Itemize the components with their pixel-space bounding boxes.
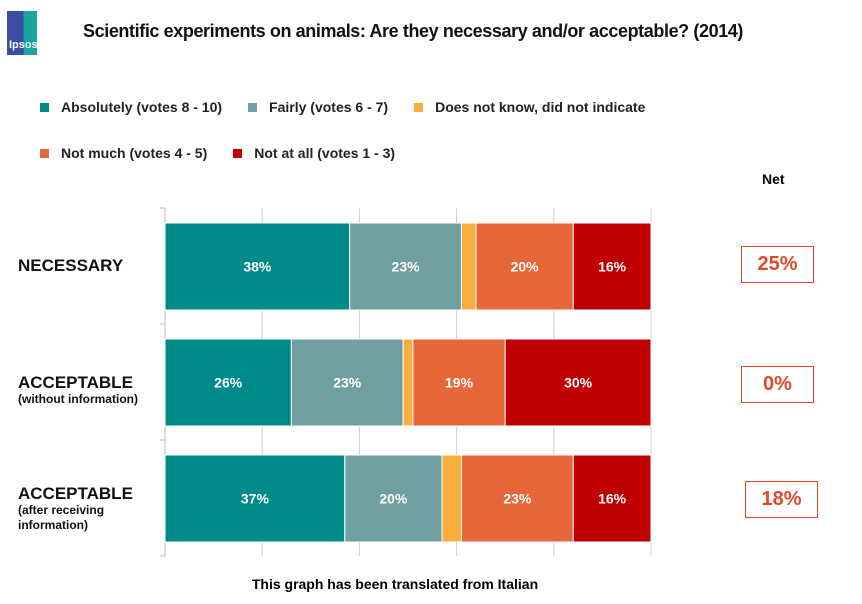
legend-item-fairly: Fairly (votes 6 - 7) bbox=[248, 99, 388, 115]
footnote: This graph has been translated from Ital… bbox=[251, 576, 539, 592]
bar-segment bbox=[290, 338, 404, 427]
bar-data-label: 16% bbox=[598, 259, 627, 275]
legend-swatch bbox=[40, 102, 49, 112]
net-value-necessary: 25% bbox=[741, 246, 814, 283]
bar-segment bbox=[164, 222, 351, 311]
legend-item-absolutely: Absolutely (votes 8 - 10) bbox=[40, 99, 222, 115]
bar-data-label: 37% bbox=[241, 491, 270, 507]
net-value-acceptable-after-info: 18% bbox=[745, 481, 818, 518]
bar-data-label: 26% bbox=[214, 375, 243, 391]
legend-swatch bbox=[233, 148, 243, 158]
bar-segment bbox=[164, 338, 292, 427]
row-label-necessary: NECESSARY bbox=[18, 256, 124, 275]
bar-data-label: 20% bbox=[379, 491, 408, 507]
bar-data-label: 23% bbox=[503, 491, 532, 507]
legend-row-2: Not much (votes 4 - 5) Not at all (votes… bbox=[40, 145, 395, 161]
bar-segment bbox=[412, 338, 506, 427]
legend-item-not-much: Not much (votes 4 - 5) bbox=[40, 145, 207, 161]
legend-row-1: Absolutely (votes 8 - 10) Fairly (votes … bbox=[40, 99, 645, 115]
bar-data-label: 23% bbox=[333, 375, 362, 391]
legend-item-dont-know: Does not know, did not indicate bbox=[414, 99, 645, 115]
chart-title: Scientific experiments on animals: Are t… bbox=[83, 21, 744, 41]
bar-segment bbox=[504, 338, 652, 427]
bar-data-label: 30% bbox=[564, 375, 593, 391]
legend-swatch bbox=[414, 102, 424, 112]
legend-swatch bbox=[40, 148, 49, 158]
row-label-acceptable-without-info: ACCEPTABLE (without information) bbox=[18, 373, 138, 407]
bar-segment bbox=[460, 222, 477, 311]
legend-swatch bbox=[248, 102, 258, 112]
net-header: Net bbox=[762, 171, 785, 187]
row-label-acceptable-after-info: ACCEPTABLE (after receiving information) bbox=[18, 484, 133, 533]
bar-data-label: 20% bbox=[511, 259, 540, 275]
bar-segment bbox=[572, 222, 652, 311]
net-value-acceptable-without-info: 0% bbox=[741, 366, 814, 403]
bar-segment bbox=[441, 454, 462, 543]
ipsos-logo: Ipsos bbox=[7, 11, 38, 55]
bar-data-label: 16% bbox=[598, 491, 627, 507]
bar-segment bbox=[164, 454, 346, 543]
legend-item-not-at-all: Not at all (votes 1 - 3) bbox=[233, 145, 395, 161]
bar-data-label: 38% bbox=[243, 259, 272, 275]
bar-segment bbox=[572, 454, 652, 543]
bar-segment bbox=[402, 338, 414, 427]
bar-data-label: 19% bbox=[445, 375, 474, 391]
bar-segment bbox=[349, 222, 462, 311]
bar-segment bbox=[344, 454, 443, 543]
bar-data-label: 23% bbox=[392, 259, 421, 275]
